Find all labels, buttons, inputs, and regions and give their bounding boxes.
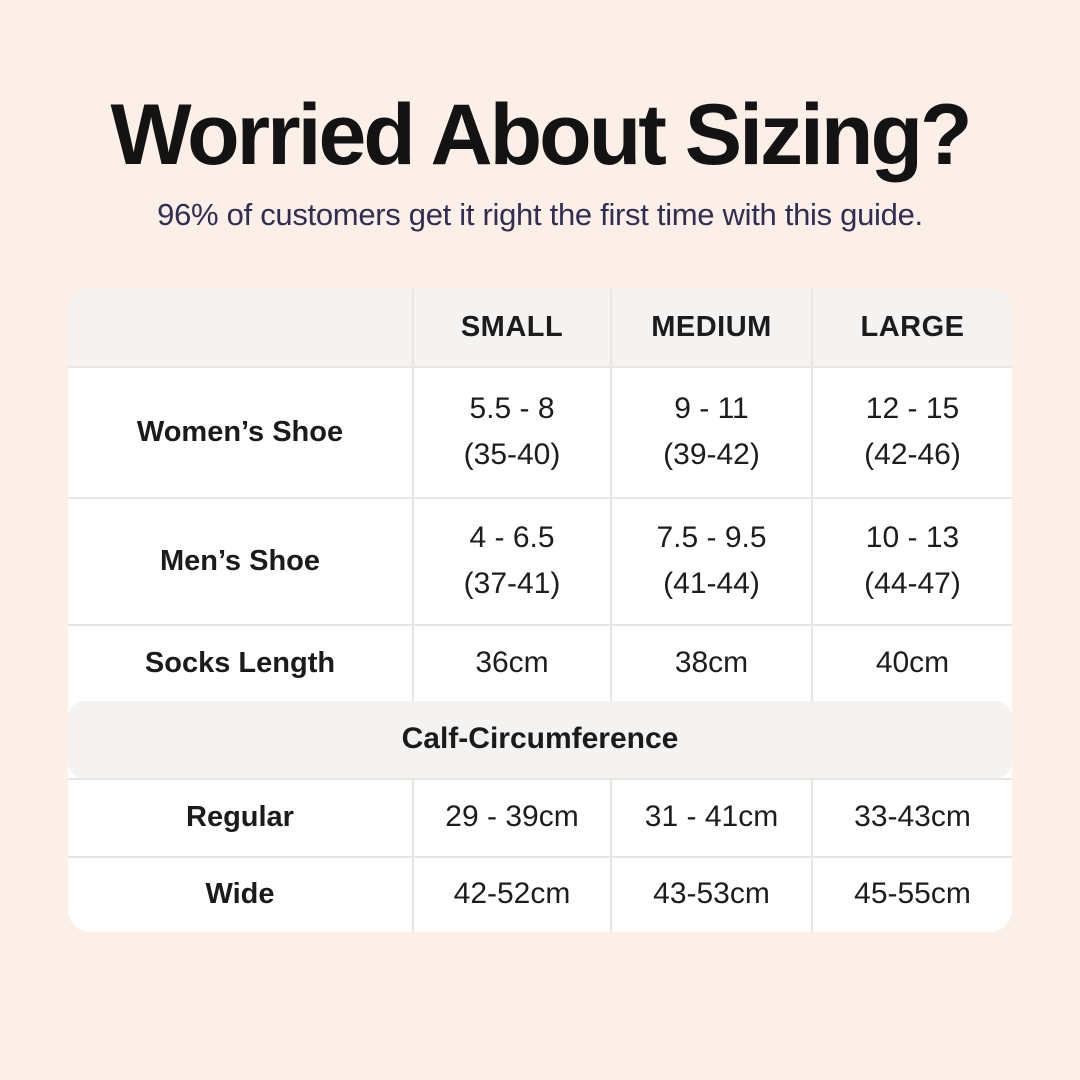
cell-wide-small: 42-52cm bbox=[412, 855, 610, 932]
column-header-medium: MEDIUM bbox=[610, 288, 811, 366]
cell-line-eu: (42-46) bbox=[864, 438, 961, 472]
cell-regular-medium: 31 - 41cm bbox=[610, 777, 811, 856]
cell-line-us: 7.5 - 9.5 bbox=[656, 520, 767, 554]
cell-line-eu: (35-40) bbox=[463, 438, 561, 472]
cell-line-eu: (41-44) bbox=[663, 567, 760, 601]
row-label-mens-shoe: Men’s Shoe bbox=[68, 496, 412, 624]
row-label-regular: Regular bbox=[68, 777, 412, 856]
cell-line-us: 10 - 13 bbox=[865, 520, 960, 554]
cell-wide-large: 45-55cm bbox=[811, 855, 1012, 932]
section-header-calf-circumference: Calf-Circumference bbox=[68, 700, 1012, 778]
cell-mens-large: 10 - 13 (44-47) bbox=[811, 496, 1012, 624]
cell-wide-medium: 43-53cm bbox=[610, 855, 811, 932]
cell-socks-large: 40cm bbox=[811, 623, 1012, 701]
cell-womens-small: 5.5 - 8 (35-40) bbox=[412, 365, 610, 497]
table-corner-cell bbox=[68, 288, 412, 366]
page-header: Worried About Sizing? 96% of customers g… bbox=[0, 0, 1080, 233]
page-subtitle: 96% of customers get it right the first … bbox=[157, 196, 923, 232]
cell-socks-medium: 38cm bbox=[610, 623, 811, 701]
cell-line-eu: (39-42) bbox=[663, 438, 760, 472]
cell-womens-medium: 9 - 11 (39-42) bbox=[610, 365, 811, 497]
row-label-wide: Wide bbox=[68, 855, 412, 932]
cell-womens-large: 12 - 15 (42-46) bbox=[811, 365, 1012, 497]
cell-regular-large: 33-43cm bbox=[811, 777, 1012, 856]
column-header-large: LARGE bbox=[811, 288, 1012, 366]
cell-line-us: 5.5 - 8 bbox=[469, 391, 555, 425]
row-label-womens-shoe: Women’s Shoe bbox=[68, 365, 412, 497]
page-title: Worried About Sizing? bbox=[110, 87, 972, 183]
cell-line-eu: (44-47) bbox=[864, 567, 961, 601]
cell-line-us: 4 - 6.5 bbox=[469, 520, 555, 554]
cell-line-us: 12 - 15 bbox=[865, 391, 960, 425]
column-header-small: SMALL bbox=[412, 288, 610, 366]
cell-regular-small: 29 - 39cm bbox=[412, 777, 610, 856]
cell-mens-small: 4 - 6.5 (37-41) bbox=[412, 496, 610, 624]
sizing-table: SMALL MEDIUM LARGE Women’s Shoe 5.5 - 8 … bbox=[68, 288, 1012, 932]
cell-line-eu: (37-41) bbox=[463, 567, 561, 601]
row-label-socks-length: Socks Length bbox=[68, 623, 412, 701]
cell-line-us: 9 - 11 bbox=[674, 391, 749, 425]
cell-socks-small: 36cm bbox=[412, 623, 610, 701]
cell-mens-medium: 7.5 - 9.5 (41-44) bbox=[610, 496, 811, 624]
